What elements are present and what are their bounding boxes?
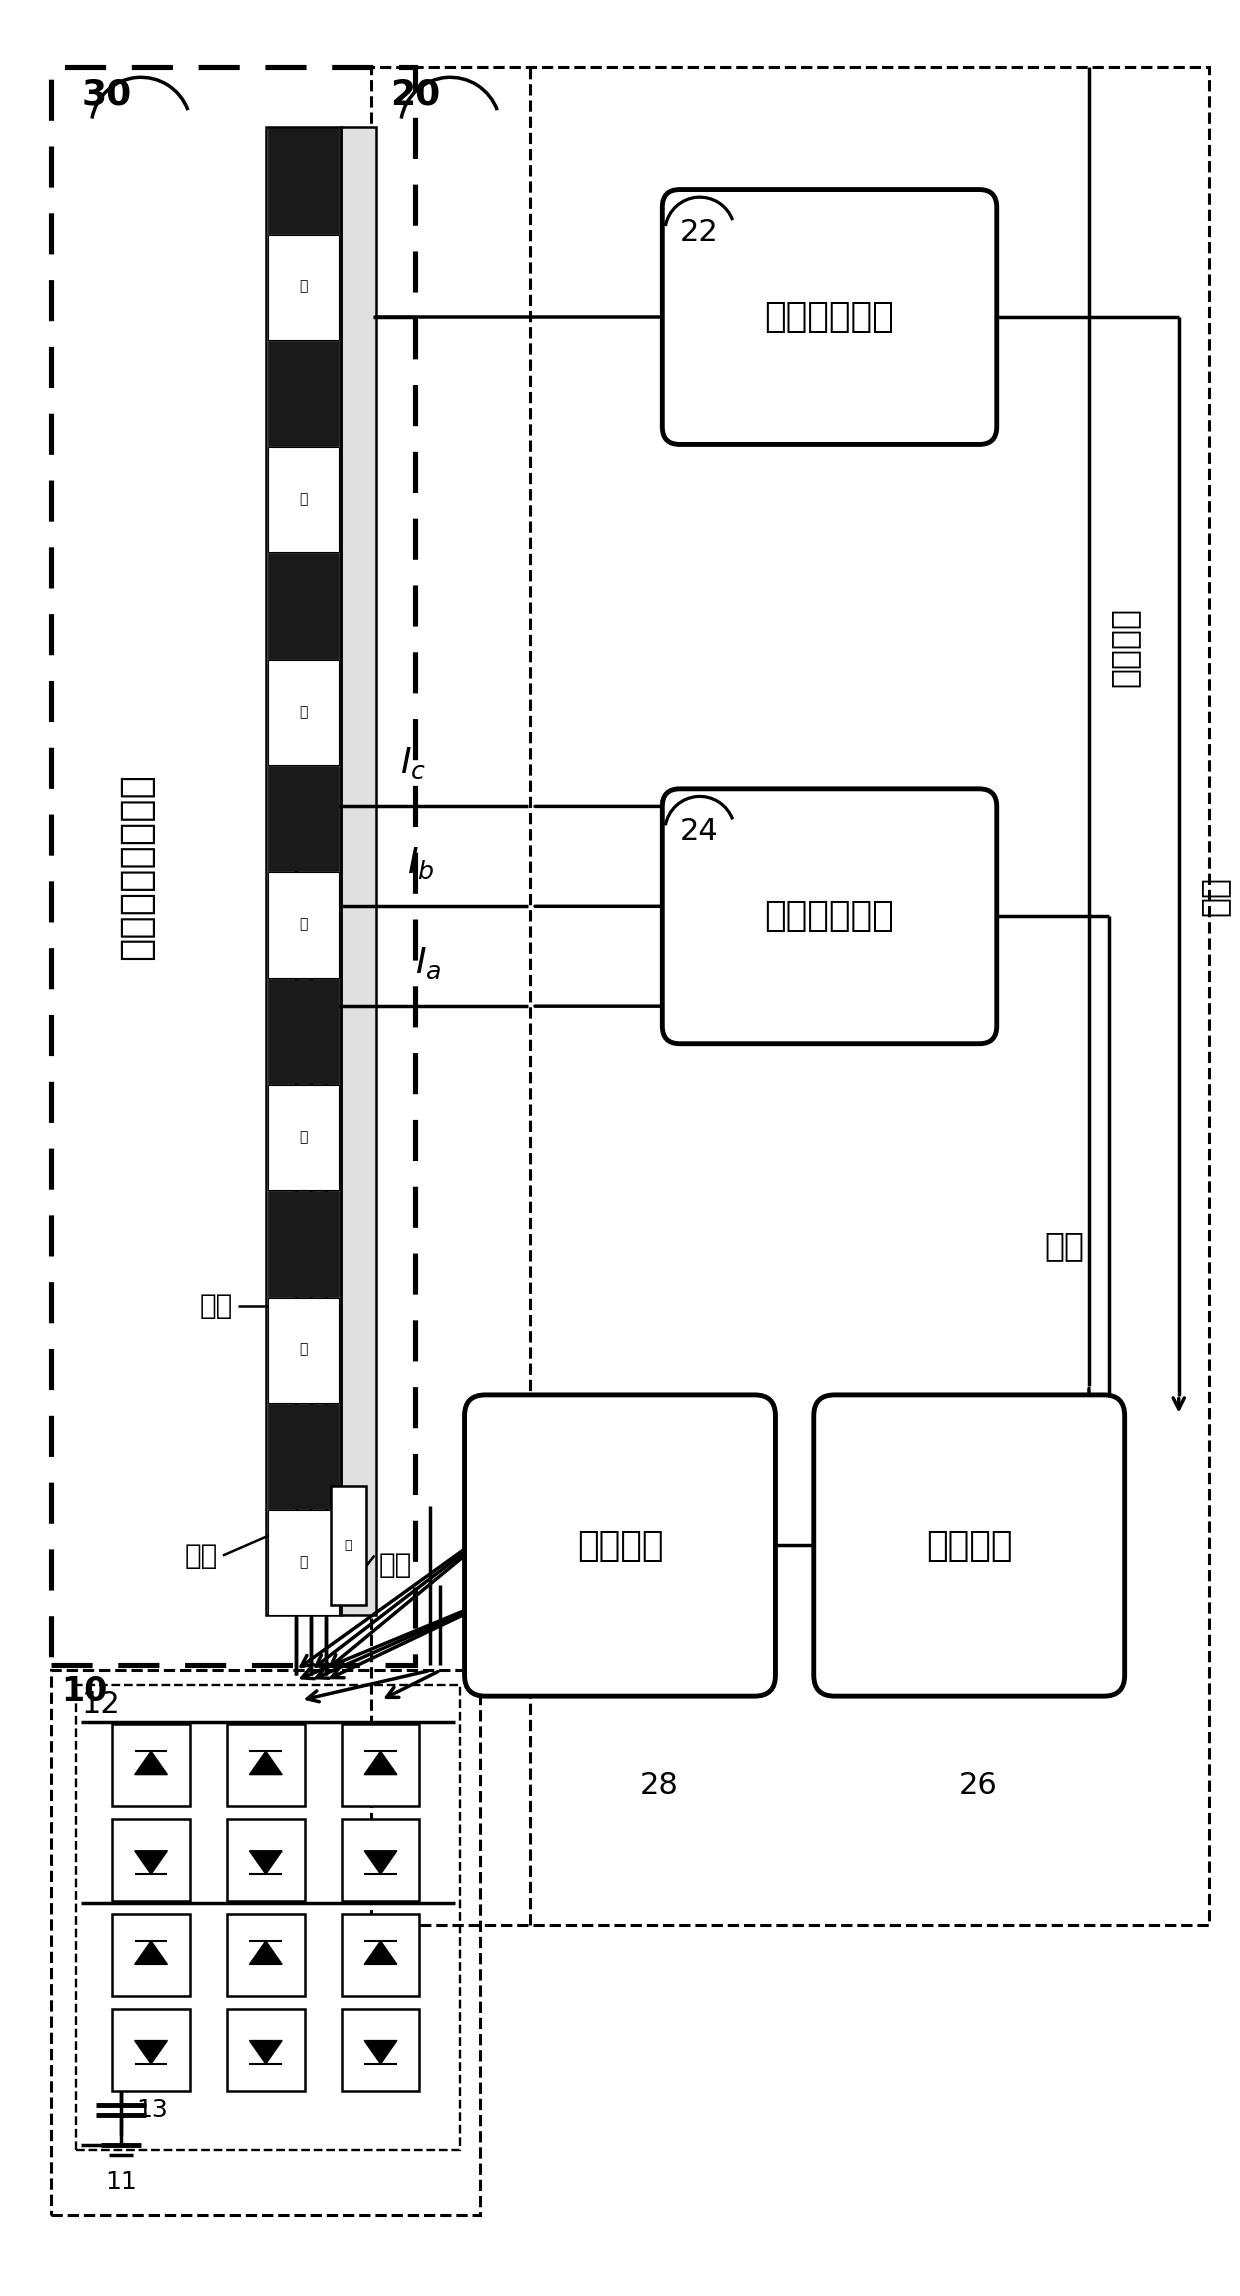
Text: 28: 28 [640,1770,678,1800]
Text: 由: 由 [299,918,308,932]
Bar [268,129,339,234]
Text: 由: 由 [299,705,308,719]
Bar [268,978,339,1084]
Polygon shape [135,1940,167,1965]
Polygon shape [249,2041,283,2064]
Bar [268,767,339,872]
Text: 24: 24 [680,817,719,845]
Bar [112,2009,190,2092]
Text: $I_a$: $I_a$ [414,946,441,980]
Bar [51,1671,480,2216]
Text: 12: 12 [81,1690,120,1720]
Text: 由: 由 [345,1538,352,1552]
Bar [341,126,376,1616]
Text: 初级: 初级 [185,1541,217,1570]
Text: 永磁游标直线电机: 永磁游标直线电机 [117,774,155,960]
Bar [268,659,339,765]
Bar [227,2009,305,2092]
Bar [268,448,339,553]
Text: 20: 20 [391,78,440,110]
Bar [268,234,339,340]
Bar [268,872,339,978]
Bar [268,1297,339,1403]
Text: 次级: 次级 [379,1552,412,1580]
Bar [331,1486,366,1605]
Bar [76,1685,460,2149]
Polygon shape [365,1752,397,1775]
FancyBboxPatch shape [662,191,997,445]
Text: 由: 由 [299,280,308,294]
Text: 30: 30 [81,78,131,110]
Bar [265,126,341,1616]
Text: 10: 10 [61,1676,108,1708]
Bar [342,2009,419,2092]
Bar [342,1818,419,1901]
Polygon shape [249,1940,283,1965]
FancyBboxPatch shape [465,1396,775,1697]
Text: 速度: 速度 [1197,877,1230,916]
Polygon shape [135,2041,167,2064]
FancyBboxPatch shape [813,1396,1125,1697]
Bar [112,1915,190,1995]
Text: 由: 由 [299,1130,308,1143]
Text: 由: 由 [299,491,308,507]
Text: 由: 由 [299,1554,308,1568]
Bar [268,340,339,445]
FancyBboxPatch shape [662,790,997,1045]
Bar [342,1724,419,1807]
Text: 屏蔽: 屏蔽 [200,1293,233,1320]
Text: 驱动单元: 驱动单元 [577,1529,663,1564]
Polygon shape [135,1752,167,1775]
Text: 11: 11 [105,2170,136,2193]
Text: 26: 26 [960,1770,998,1800]
Bar [227,1915,305,1995]
Bar [268,1511,339,1616]
Bar [268,553,339,659]
Bar [227,1724,305,1807]
Bar [268,1086,339,1189]
Bar [268,1192,339,1297]
Bar [51,67,415,1665]
Bar [342,1915,419,1995]
Text: 预设速度: 预设速度 [1107,606,1141,687]
Text: 22: 22 [680,218,719,246]
Bar [268,1403,339,1508]
Polygon shape [365,2041,397,2064]
Polygon shape [365,1940,397,1965]
Text: 位置检测单元: 位置检测单元 [765,301,894,333]
Bar [112,1818,190,1901]
Polygon shape [249,1752,283,1775]
Polygon shape [365,1851,397,1874]
Bar [371,67,1209,1924]
Text: $I_b$: $I_b$ [407,845,434,882]
Text: 由: 由 [299,1343,308,1357]
Bar [227,1818,305,1901]
Text: 13: 13 [136,2099,167,2122]
Polygon shape [249,1851,283,1874]
Text: 主控单元: 主控单元 [926,1529,1013,1564]
Text: 电流检测单元: 电流检测单元 [765,900,894,932]
Bar [112,1724,190,1807]
Text: 电流: 电流 [1044,1228,1084,1263]
Polygon shape [135,1851,167,1874]
Text: $I_c$: $I_c$ [399,746,427,781]
